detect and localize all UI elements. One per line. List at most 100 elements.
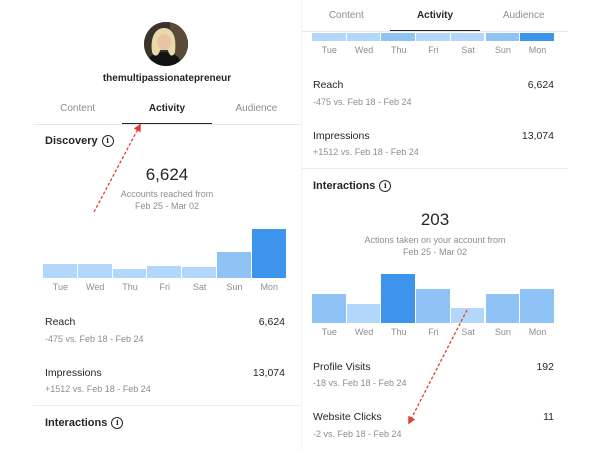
reach-value: 6,624	[258, 316, 285, 328]
day-label-mon: Mon	[528, 45, 547, 55]
avatar[interactable]	[144, 22, 188, 66]
info-icon[interactable]: i	[101, 135, 114, 147]
interactions-heading: Interactions i	[313, 180, 392, 192]
active-tab-indicator	[390, 30, 480, 31]
day-label-sun: Sun	[494, 327, 511, 337]
discovery-title: Discovery	[45, 135, 98, 147]
bar-thu[interactable]	[381, 33, 416, 41]
caption-line-2: Feb 25 - Mar 02	[402, 247, 468, 257]
day-label-mon: Mon	[528, 327, 547, 337]
impressions-comparison: +1512 vs. Feb 18 - Feb 24	[45, 384, 151, 394]
bar-thu[interactable]	[381, 274, 416, 323]
annotation-arrow-tab	[93, 123, 141, 213]
day-label-sat: Sat	[192, 282, 207, 292]
reach-label: Reach	[45, 316, 76, 328]
bar-sun[interactable]	[485, 33, 520, 41]
profile-visits-value: 192	[536, 361, 554, 373]
impressions-label: Impressions	[45, 367, 102, 379]
bar-wed[interactable]	[77, 264, 112, 278]
bar-sun[interactable]	[485, 294, 520, 323]
annotation-arrow-clicks	[408, 309, 468, 425]
discovery-heading: Discovery i	[45, 135, 114, 147]
impressions-value: 13,074	[252, 367, 285, 379]
avatar-photo	[144, 22, 188, 66]
tab-activity[interactable]: Activity	[148, 103, 186, 114]
reach-comparison: -475 vs. Feb 18 - Feb 24	[45, 334, 144, 344]
day-label-tue: Tue	[52, 282, 68, 292]
bar-thu[interactable]	[112, 269, 147, 278]
insights-panel-left: themultipassionatepreneur Content Activi…	[33, 0, 301, 450]
caption-line-1: Actions taken on your account from	[364, 235, 506, 245]
website-clicks-value: 11	[543, 411, 554, 423]
day-label-fri: Fri	[159, 282, 171, 292]
info-icon[interactable]: i	[379, 180, 392, 192]
day-label-fri: Fri	[428, 45, 439, 55]
day-label-wed: Wed	[354, 45, 374, 55]
tab-content[interactable]: Content	[328, 10, 364, 21]
interactions-heading: Interactions i	[45, 417, 124, 429]
reach-value: 6,624	[527, 79, 554, 91]
section-divider	[302, 168, 568, 169]
interactions-title: Interactions	[45, 417, 108, 429]
bar-fri[interactable]	[416, 33, 450, 41]
bar-sun[interactable]	[217, 252, 251, 278]
day-label-mon: Mon	[260, 282, 278, 292]
active-tab-indicator	[122, 123, 212, 124]
tab-audience[interactable]: Audience	[502, 10, 545, 21]
interactions-title: Interactions	[313, 180, 376, 192]
day-label-thu: Thu	[122, 282, 138, 292]
section-divider	[33, 405, 301, 406]
day-label-sun: Sun	[226, 282, 243, 292]
caption-line-1: Accounts reached from	[120, 189, 214, 199]
tab-content[interactable]: Content	[60, 103, 96, 114]
profile-visits-comparison: -18 vs. Feb 18 - Feb 24	[313, 378, 407, 388]
actions-count: 203	[420, 210, 450, 229]
tab-bar: Content Activity Audience	[302, 10, 568, 21]
tab-activity[interactable]: Activity	[416, 10, 454, 21]
day-label-wed: Wed	[86, 282, 105, 292]
actions-caption: Actions taken on your account from Feb 2…	[302, 234, 568, 258]
day-label-wed: Wed	[354, 327, 374, 337]
bar-fri[interactable]	[147, 266, 182, 278]
day-label-tue: Tue	[321, 327, 337, 337]
accounts-reached-count: 6,624	[145, 165, 189, 184]
tab-divider	[302, 31, 568, 32]
accounts-reached-caption: Accounts reached from Feb 25 - Mar 02	[33, 188, 301, 212]
bar-fri[interactable]	[416, 289, 450, 323]
bar-sat[interactable]	[450, 33, 485, 41]
panel-gap	[301, 0, 302, 450]
caption-line-2: Feb 25 - Mar 02	[134, 201, 200, 211]
impressions-label: Impressions	[313, 130, 370, 142]
tab-bar: Content Activity Audience	[33, 103, 301, 114]
day-label-thu: Thu	[390, 45, 407, 55]
day-label-thu: Thu	[390, 327, 407, 337]
bar-mon[interactable]	[520, 33, 554, 41]
bar-sat[interactable]	[450, 308, 485, 323]
bar-wed[interactable]	[346, 304, 381, 323]
reach-comparison: -475 vs. Feb 18 - Feb 24	[313, 97, 412, 107]
website-clicks-comparison: -2 vs. Feb 18 - Feb 24	[313, 429, 402, 439]
day-label-sat: Sat	[461, 327, 475, 337]
tab-audience[interactable]: Audience	[235, 103, 278, 114]
bar-wed[interactable]	[346, 33, 381, 41]
bar-mon[interactable]	[520, 289, 554, 323]
bar-tue[interactable]	[312, 294, 346, 323]
impressions-comparison: +1512 vs. Feb 18 - Feb 24	[313, 147, 419, 157]
profile-username: themultipassionatepreneur	[102, 73, 232, 84]
day-label-tue: Tue	[321, 45, 337, 55]
profile-visits-label: Profile Visits	[313, 361, 371, 373]
insights-panel-right: Content Activity Audience Tue Wed Thu Fri Sa…	[302, 0, 568, 450]
day-label-sun: Sun	[494, 45, 511, 55]
bar-mon[interactable]	[251, 229, 286, 278]
day-label-fri: Fri	[428, 327, 439, 337]
tab-divider	[33, 124, 301, 125]
day-label-sat: Sat	[461, 45, 475, 55]
reach-label: Reach	[313, 79, 344, 91]
impressions-value: 13,074	[521, 130, 554, 142]
bar-tue[interactable]	[43, 264, 77, 278]
info-icon[interactable]: i	[111, 417, 124, 429]
website-clicks-label: Website Clicks	[313, 411, 382, 423]
bar-tue[interactable]	[312, 33, 346, 41]
bar-sat[interactable]	[182, 267, 216, 278]
